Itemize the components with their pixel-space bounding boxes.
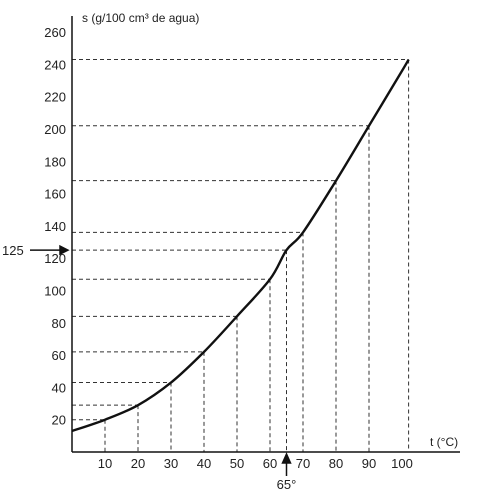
axes bbox=[71, 16, 460, 453]
y-tick-labels: 20 40 60 80 100 120 140 160 180 200 220 240 260 bbox=[44, 25, 66, 428]
annotations: 125 65° bbox=[2, 243, 296, 492]
x-tick-label: 50 bbox=[230, 456, 244, 471]
y-tick-label: 20 bbox=[52, 413, 66, 428]
x-tick-label: 20 bbox=[131, 456, 145, 471]
y-tick-label: 140 bbox=[44, 219, 66, 234]
y-axis-label: s (g/100 cm³ de agua) bbox=[82, 11, 199, 25]
x-axis-label: t (°C) bbox=[430, 435, 458, 449]
annotation-label-x: 65° bbox=[277, 477, 297, 492]
y-tick-label: 80 bbox=[52, 316, 66, 331]
y-tick-label: 120 bbox=[44, 251, 66, 266]
x-tick-label: 60 bbox=[263, 456, 277, 471]
x-tick-label: 10 bbox=[98, 456, 112, 471]
y-tick-label: 160 bbox=[44, 187, 66, 202]
y-tick-label: 100 bbox=[44, 284, 66, 299]
x-tick-labels: 10 20 30 40 50 60 70 80 90 100 bbox=[98, 456, 413, 471]
y-tick-label: 260 bbox=[44, 25, 66, 40]
y-tick-label: 240 bbox=[44, 57, 66, 72]
x-tick-label: 80 bbox=[329, 456, 343, 471]
y-tick-label: 40 bbox=[52, 380, 66, 395]
annotation-arrowhead-x bbox=[281, 452, 292, 464]
x-tick-label: 90 bbox=[362, 456, 376, 471]
y-tick-label: 180 bbox=[44, 154, 66, 169]
solubility-curve bbox=[71, 58, 410, 433]
guide-lines bbox=[72, 59, 410, 452]
y-tick-label: 220 bbox=[44, 90, 66, 105]
y-tick-label: 60 bbox=[52, 348, 66, 363]
x-tick-label: 70 bbox=[296, 456, 310, 471]
annotation-label-y: 125 bbox=[2, 243, 24, 258]
x-tick-label: 40 bbox=[197, 456, 211, 471]
x-tick-label: 30 bbox=[164, 456, 178, 471]
x-tick-label: 100 bbox=[391, 456, 413, 471]
annotation-arrowhead-y bbox=[59, 244, 70, 256]
y-tick-label: 200 bbox=[44, 122, 66, 137]
